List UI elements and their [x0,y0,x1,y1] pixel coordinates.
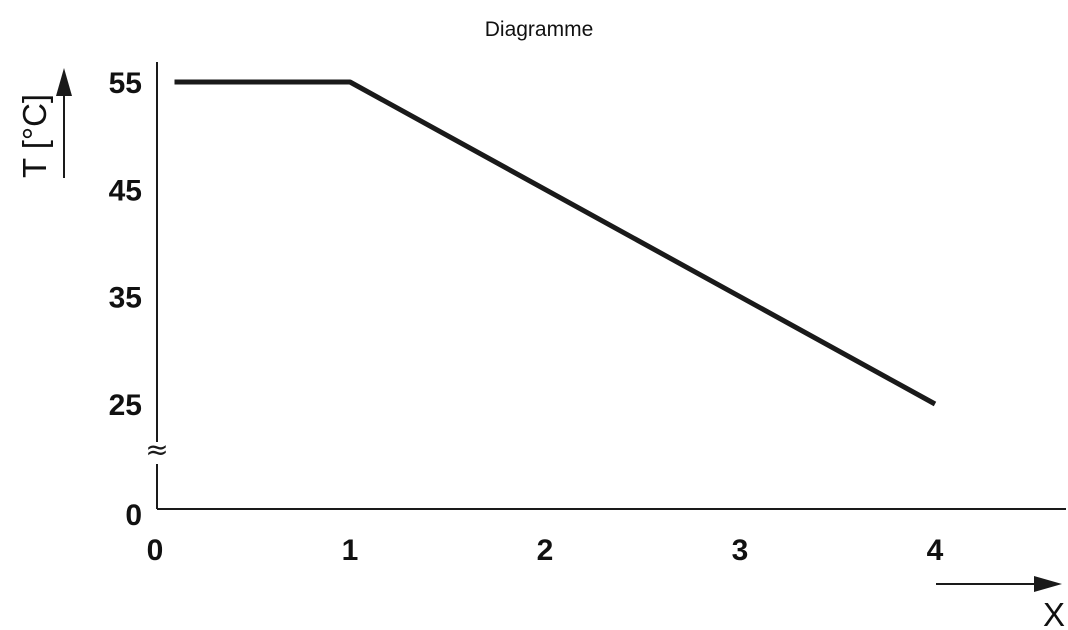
y-tick-label: 25 [109,389,142,422]
y-axis-arrow-icon [56,68,72,96]
axis-break-gap [149,442,165,464]
y-tick-label: 0 [125,499,142,532]
x-tick-label: 1 [342,534,359,567]
y-tick-label: 45 [109,174,142,207]
x-axis-arrow-icon [1034,576,1062,592]
chart-title: Diagramme [485,18,594,41]
y-tick-label: 55 [109,67,142,100]
y-tick-label: 35 [109,282,142,315]
x-tick-labels: 0 1 2 3 4 [147,534,944,567]
x-axis-label: X [1043,596,1065,630]
y-axis-label: T [°C] [16,94,53,178]
x-tick-label: 3 [732,534,749,567]
series-layer [174,79,937,407]
y-axis-label-group: T [°C] [16,68,72,178]
x-axis-label-group: X [936,576,1065,630]
x-tick-label: 2 [537,534,554,567]
y-tick-labels: 0 25 35 45 55 [109,67,142,532]
x-tick-label: 4 [927,534,944,567]
axes: ≈ [145,62,1066,510]
axis-break-marker: ≈ [145,433,168,466]
x-tick-label: 0 [147,534,164,567]
series-line [174,79,937,407]
